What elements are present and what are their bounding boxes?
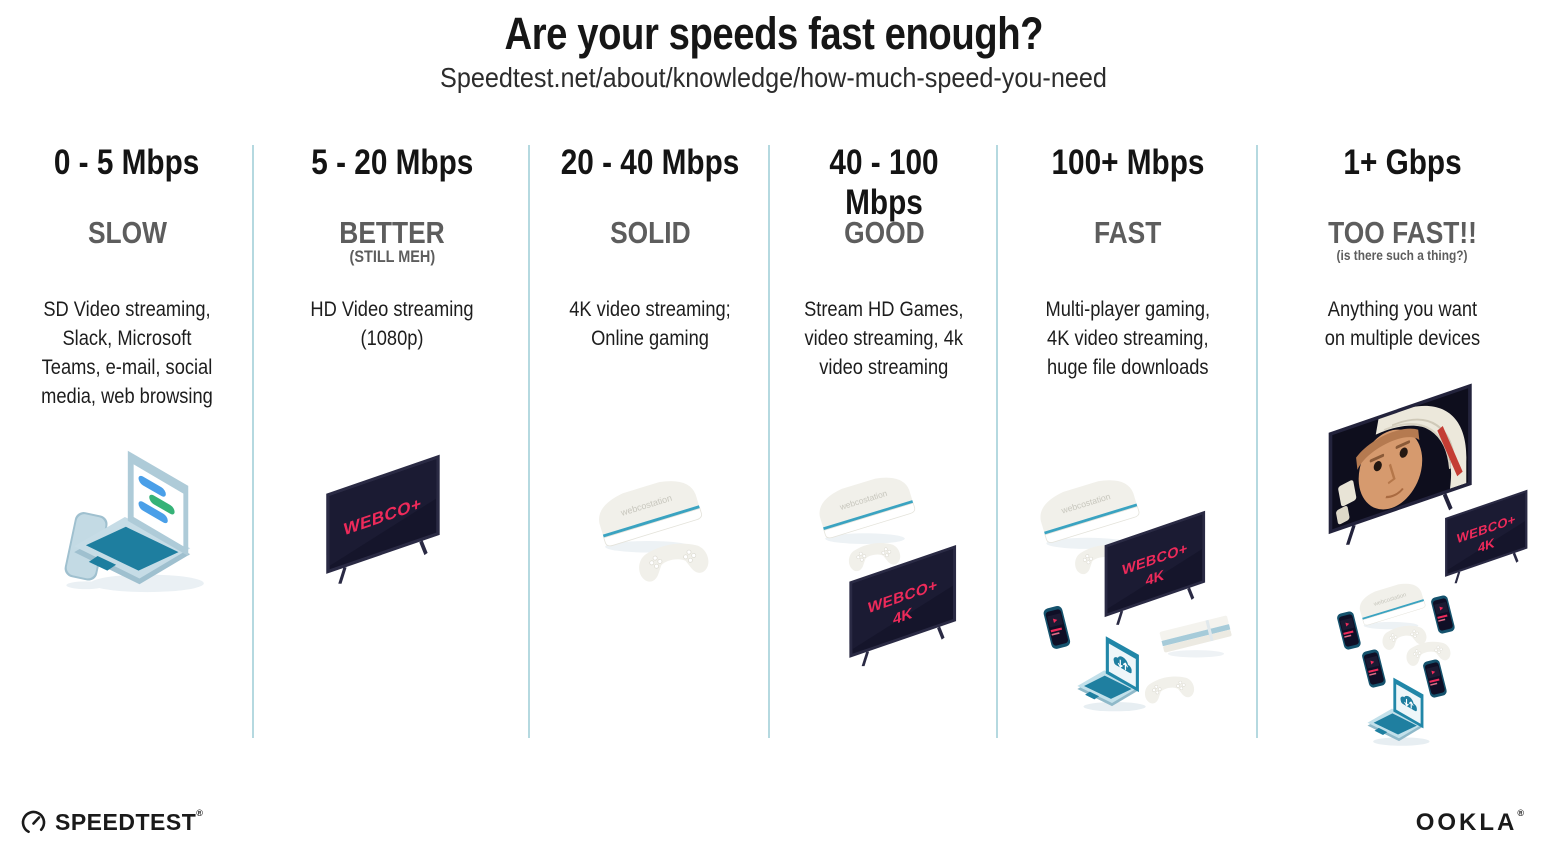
astronaut-tv-icon bbox=[1328, 383, 1472, 545]
speed-status: FAST bbox=[1094, 215, 1162, 250]
tv-4k-icon: WEBCO+ 4K bbox=[1445, 489, 1528, 584]
speed-status: TOO FAST!! bbox=[1328, 215, 1477, 250]
ookla-logo: OOKLA® bbox=[1416, 808, 1527, 837]
speed-status: SLOW bbox=[87, 215, 167, 250]
speed-range: 40 - 100 Mbps bbox=[829, 143, 939, 222]
speed-range: 0 - 5 Mbps bbox=[54, 143, 200, 182]
slab-console-icon bbox=[1159, 615, 1232, 657]
speed-range: 100+ Mbps bbox=[1051, 143, 1205, 182]
tv-icon: WEBCO+ bbox=[326, 454, 440, 584]
speedometer-icon bbox=[21, 810, 46, 834]
tv-4k-label: 4K bbox=[1146, 568, 1165, 590]
speed-range: 5 - 20 Mbps bbox=[310, 143, 474, 182]
tv-4k-label: 4K bbox=[893, 605, 913, 628]
tv-illustration: WEBCO+ bbox=[326, 454, 440, 584]
laptop-cloud-icon bbox=[1077, 636, 1145, 711]
big-tv-astronaut-illustration bbox=[1328, 383, 1472, 545]
speed-status-note: (STILL MEH) bbox=[349, 247, 435, 266]
speed-description: HD Video streaming (1080p) bbox=[310, 297, 474, 351]
speed-description: 4K video streaming; Online gaming bbox=[569, 297, 731, 351]
controller-icon bbox=[1404, 639, 1451, 667]
column-divider bbox=[768, 145, 770, 738]
speed-status: GOOD bbox=[843, 215, 925, 250]
speed-range: 1+ Gbps bbox=[1343, 143, 1462, 182]
column-good: 40 - 100 Mbps GOOD Stream HD Games, vide… bbox=[770, 143, 998, 743]
column-divider bbox=[996, 145, 998, 738]
speedtest-logo: SPEEDTEST® bbox=[20, 808, 203, 836]
console-icon bbox=[814, 470, 916, 544]
speed-columns: 0 - 5 Mbps SLOW SD Video streaming, Slac… bbox=[0, 143, 1547, 743]
tv-4k-icon: WEBCO+ 4K bbox=[1104, 510, 1206, 625]
laptop-cloud-illustration bbox=[1060, 629, 1164, 717]
controller-icon bbox=[636, 539, 711, 584]
page-title: Are your speeds fast enough? bbox=[504, 8, 1043, 59]
laptop-icon bbox=[74, 450, 191, 585]
column-solid: 20 - 40 Mbps SOLID 4K video streaming; O… bbox=[530, 143, 770, 743]
video-phone-icon bbox=[1430, 595, 1455, 635]
speedtest-trademark: ® bbox=[196, 808, 204, 818]
column-better: 5 - 20 Mbps BETTER (STILL MEH) HD Video … bbox=[254, 143, 530, 743]
video-phone-icon bbox=[1336, 611, 1361, 651]
laptop-chat-illustration bbox=[64, 450, 204, 593]
speed-range: 20 - 40 Mbps bbox=[560, 143, 740, 182]
tv-4k-label: 4K bbox=[1478, 535, 1495, 555]
tv-4k-icon: WEBCO+ 4K bbox=[849, 544, 957, 667]
speed-status-note: (is there such a thing?) bbox=[1337, 247, 1468, 263]
tv-4k-illustration: WEBCO+ 4K bbox=[1445, 489, 1528, 584]
speedtest-wordmark: SPEEDTEST® bbox=[55, 808, 204, 835]
column-too-fast: 1+ Gbps TOO FAST!! (is there such a thin… bbox=[1258, 143, 1547, 743]
ookla-wordmark: OOKLA® bbox=[1415, 808, 1527, 836]
column-divider bbox=[528, 145, 530, 738]
phone-illustration bbox=[1428, 591, 1458, 639]
column-divider bbox=[1256, 145, 1258, 738]
tv-4k-illustration: WEBCO+ 4K bbox=[849, 544, 957, 667]
controller-illustration bbox=[635, 533, 711, 588]
column-slow: 0 - 5 Mbps SLOW SD Video streaming, Slac… bbox=[0, 143, 254, 743]
column-divider bbox=[252, 145, 254, 738]
laptop-cloud-illustration bbox=[1352, 671, 1446, 751]
column-fast: 100+ Mbps FAST Multi-player gaming, 4K v… bbox=[998, 143, 1258, 743]
chat-bubbles-icon bbox=[138, 475, 175, 524]
controller-illustration bbox=[1404, 635, 1452, 670]
speed-description: Multi-player gaming, 4K video streaming,… bbox=[1045, 297, 1211, 380]
ookla-trademark: ® bbox=[1517, 808, 1527, 818]
tv-4k-illustration: WEBCO+ 4K bbox=[1104, 510, 1206, 625]
page-subtitle: Speedtest.net/about/knowledge/how-much-s… bbox=[440, 62, 1107, 93]
speed-description: Anything you want on multiple devices bbox=[1324, 297, 1481, 351]
speed-status: SOLID bbox=[609, 215, 691, 250]
speed-description: Stream HD Games, video streaming, 4k vid… bbox=[804, 297, 964, 380]
speed-description: SD Video streaming, Slack, Microsoft Tea… bbox=[41, 297, 213, 409]
laptop-cloud-icon bbox=[1368, 678, 1430, 746]
speed-status: BETTER bbox=[339, 215, 445, 250]
